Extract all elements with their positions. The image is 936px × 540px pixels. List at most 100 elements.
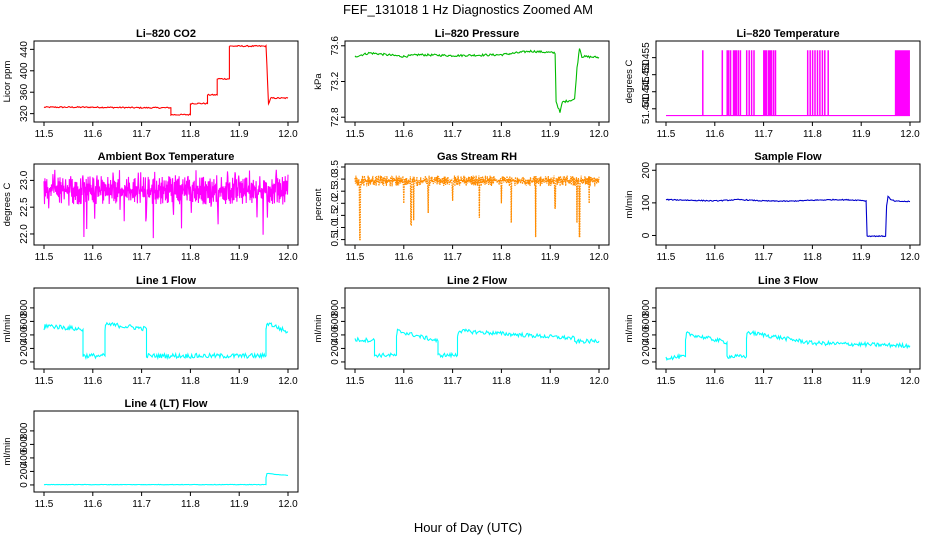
x-tick-label: 11.7 xyxy=(443,252,462,263)
y-tick-label: 1.0 xyxy=(330,220,341,234)
x-tick-label: 11.9 xyxy=(230,252,249,263)
y-tick-label: 22.5 xyxy=(19,197,30,217)
plot-frame xyxy=(655,163,921,246)
x-tick-label: 11.8 xyxy=(492,252,511,263)
x-tick-label: 11.7 xyxy=(443,129,462,140)
panel-title: Ambient Box Temperature xyxy=(98,151,235,163)
panel-title: Li–820 Pressure xyxy=(435,28,519,40)
x-tick-label: 11.6 xyxy=(705,129,724,140)
panel-title: Li–820 CO2 xyxy=(136,28,196,40)
y-tick-label: 600 xyxy=(641,313,652,330)
x-tick-label: 11.8 xyxy=(181,499,200,510)
y-tick-label: 440 xyxy=(19,41,30,58)
panel-title: Li–820 Temperature xyxy=(736,28,839,40)
x-tick-label: 11.5 xyxy=(346,129,365,140)
y-tick-label: 22.0 xyxy=(19,224,30,244)
y-axis-label: ml/min xyxy=(624,315,635,343)
x-tick-label: 11.5 xyxy=(35,252,54,263)
y-tick-label: 600 xyxy=(330,313,341,330)
x-tick-label: 11.5 xyxy=(35,499,54,510)
y-tick-label: 72.8 xyxy=(330,107,341,127)
series-line xyxy=(43,472,289,486)
x-tick-label: 11.5 xyxy=(35,129,54,140)
x-tick-label: 11.6 xyxy=(83,499,102,510)
series-line xyxy=(666,50,910,117)
y-tick-label: 600 xyxy=(19,436,30,453)
x-tick-label: 12.0 xyxy=(589,252,609,263)
x-tick-label: 11.9 xyxy=(230,499,249,510)
panel-2: Li–820 Pressure kPa 11.5 11.6 11.7 11.8 11.9 12… xyxy=(313,28,610,140)
series-line xyxy=(665,195,911,238)
y-tick-label: 51.455 xyxy=(641,42,652,73)
y-tick-label: 0 xyxy=(19,482,30,488)
x-tick-label: 11.9 xyxy=(852,129,871,140)
y-tick-label: 51.440 xyxy=(641,93,652,124)
y-tick-label: 800 xyxy=(19,299,30,316)
y-tick-label: 2.0 xyxy=(330,196,341,210)
y-tick-label: 2.5 xyxy=(330,184,341,198)
x-tick-label: 11.6 xyxy=(394,129,413,140)
x-tick-label: 12.0 xyxy=(278,129,298,140)
series-line xyxy=(354,175,600,241)
x-tick-label: 11.8 xyxy=(803,129,822,140)
series-line xyxy=(43,44,289,117)
y-tick-label: 51.445 xyxy=(641,76,652,107)
y-tick-label: 400 xyxy=(19,326,30,343)
x-tick-label: 11.7 xyxy=(443,376,462,387)
y-tick-label: 73.6 xyxy=(330,36,341,56)
plot-frame xyxy=(344,163,610,246)
panel-5: Gas Stream RH percent 11.5 11.6 11.7 11.8 11.9… xyxy=(313,151,610,263)
x-tick-label: 11.5 xyxy=(35,376,54,387)
x-tick-label: 12.0 xyxy=(278,252,298,263)
x-tick-label: 11.8 xyxy=(803,252,822,263)
x-tick-label: 11.6 xyxy=(705,252,724,263)
x-tick-label: 11.8 xyxy=(181,129,200,140)
y-tick-label: 200 xyxy=(19,340,30,357)
x-tick-label: 11.7 xyxy=(132,376,151,387)
y-tick-label: 400 xyxy=(641,326,652,343)
y-axis-label: ml/min xyxy=(2,438,13,466)
x-tick-label: 12.0 xyxy=(589,129,609,140)
series-line xyxy=(354,328,600,359)
panel-9: Line 3 Flow ml/min 11.5 11.6 11.7 11.8 11.9 12.… xyxy=(624,275,921,387)
series-line xyxy=(43,321,289,361)
x-tick-label: 11.7 xyxy=(132,129,151,140)
y-tick-label: 1.5 xyxy=(330,208,341,222)
x-tick-label: 11.7 xyxy=(754,129,773,140)
panel-title: Line 3 Flow xyxy=(758,275,818,287)
y-tick-label: 200 xyxy=(19,463,30,480)
y-tick-label: 400 xyxy=(19,62,30,79)
y-tick-label: 23.0 xyxy=(19,170,30,190)
plot-frame xyxy=(33,40,299,123)
plot-frame xyxy=(344,40,610,123)
series-line xyxy=(43,169,289,239)
y-tick-label: 51.450 xyxy=(641,59,652,90)
plot-frame xyxy=(33,410,299,493)
x-tick-label: 11.7 xyxy=(132,252,151,263)
figure-title: FEF_131018 1 Hz Diagnostics Zoomed AM xyxy=(343,2,593,17)
x-tick-label: 11.6 xyxy=(394,252,413,263)
x-tick-label: 11.5 xyxy=(657,129,676,140)
y-tick-label: 800 xyxy=(330,299,341,316)
y-tick-label: 0.5 xyxy=(330,232,341,246)
x-axis-label: Hour of Day (UTC) xyxy=(414,520,522,535)
panel-8: Line 2 Flow ml/min 11.5 11.6 11.7 11.8 11.9 12.… xyxy=(313,275,610,387)
y-tick-label: 400 xyxy=(330,326,341,343)
plot-frame xyxy=(655,40,921,123)
plot-frame xyxy=(344,287,610,370)
x-tick-label: 12.0 xyxy=(900,129,920,140)
x-tick-label: 11.6 xyxy=(83,376,102,387)
y-tick-label: 0 xyxy=(641,232,652,238)
x-tick-label: 11.7 xyxy=(754,252,773,263)
y-axis-label: ml/min xyxy=(313,315,324,343)
x-tick-label: 11.9 xyxy=(852,252,871,263)
panel-title: Gas Stream RH xyxy=(437,151,517,163)
x-tick-label: 11.8 xyxy=(181,252,200,263)
series-line xyxy=(665,329,911,361)
x-tick-label: 11.8 xyxy=(492,129,511,140)
x-tick-label: 11.5 xyxy=(346,376,365,387)
y-axis-label: degrees C xyxy=(624,59,635,103)
x-tick-label: 11.6 xyxy=(394,376,413,387)
x-tick-label: 11.8 xyxy=(492,376,511,387)
